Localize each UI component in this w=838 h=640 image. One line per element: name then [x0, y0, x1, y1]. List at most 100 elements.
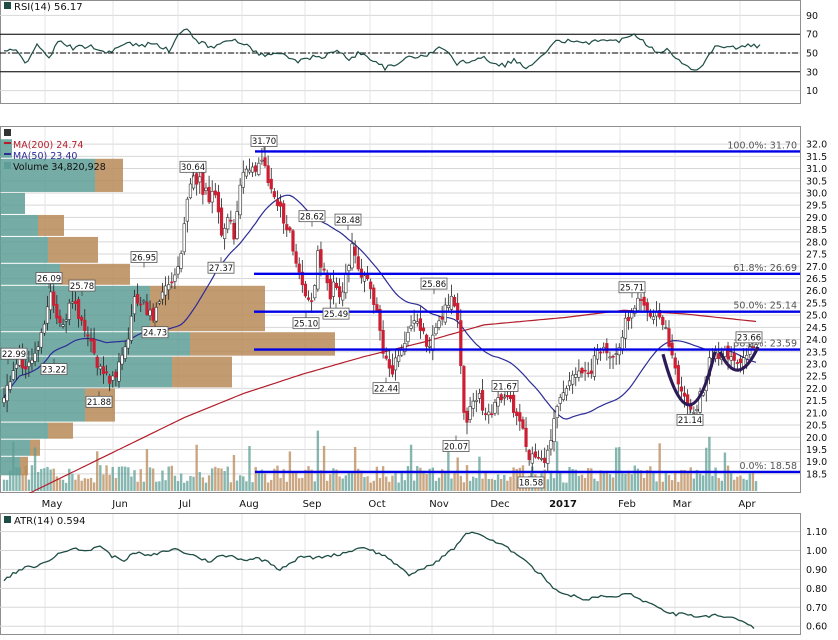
volume-bar	[136, 481, 139, 491]
volume-bar	[307, 466, 310, 491]
price-callouts: 31.70 30.64 28.62 28.48 27.37 26.95 26.09 25.78…	[0, 135, 763, 489]
volume-bar	[683, 469, 686, 491]
volume-bar	[388, 481, 391, 491]
volume-bar	[266, 482, 270, 491]
atr-axis: 1.10 1.00 0.90 0.80 0.70 0.60	[806, 527, 827, 633]
candle-body	[658, 310, 662, 318]
price-callout-text: 22.44	[374, 384, 398, 394]
candle-body	[154, 307, 158, 322]
rsi-line	[3, 28, 761, 72]
candle-body	[664, 327, 668, 329]
candle-body	[449, 295, 454, 310]
volume-bar	[325, 480, 329, 491]
rsi-axis: 90 70 50 30 10	[806, 11, 818, 97]
volume-bar	[422, 470, 425, 491]
volume-bar	[397, 482, 400, 491]
price-callout-box	[322, 307, 350, 320]
x-axis-label: Jul	[178, 499, 191, 510]
candle-body	[390, 365, 395, 375]
volume-bar	[416, 466, 419, 491]
atr-panel: 1.10 1.00 0.90 0.80 0.70 0.60 ATR(14) 0.594	[0, 513, 827, 635]
volume-bar	[360, 470, 363, 491]
volume-bar	[55, 476, 59, 491]
x-axis-label: Jun	[111, 499, 128, 510]
volume-profile-down-bar	[48, 236, 98, 263]
candle-body	[120, 354, 124, 365]
volume-bar	[751, 472, 755, 491]
price-legend: MA(200) 24.74 MA(50) 23.40 Volume 34,820…	[4, 129, 106, 173]
price-tick-label: 21.0	[806, 408, 827, 419]
candle-body	[132, 296, 137, 315]
price-callout-text: 23.22	[42, 365, 66, 375]
candle-body	[487, 411, 491, 416]
candle-body	[254, 165, 258, 172]
volume-bar	[363, 477, 366, 491]
volume-bar	[301, 477, 304, 491]
price-callout-box	[517, 476, 545, 489]
fib-level-label: 61.8%: 26.69	[733, 263, 797, 274]
candle-body	[291, 230, 295, 252]
volume-profile-up-bar	[0, 192, 25, 214]
candle-body	[512, 394, 516, 413]
price-callout-box	[85, 395, 113, 408]
fibonacci-levels: 100.0%: 31.70 61.8%: 26.69 50.0%: 25.14 38.…	[254, 140, 800, 474]
candle-body	[33, 352, 37, 362]
price-callout-text: 30.64	[181, 163, 205, 173]
volume-bar	[431, 467, 435, 491]
candle-body	[167, 284, 171, 291]
candle-body	[260, 159, 264, 162]
candle-body	[661, 317, 665, 326]
candle-body	[83, 319, 87, 332]
candle-body	[620, 336, 624, 350]
candle-body	[95, 356, 99, 368]
candle-body	[403, 343, 407, 352]
volume-bar	[232, 455, 236, 491]
volume-bar	[210, 468, 214, 491]
volume-bar	[605, 471, 609, 491]
candle-body	[182, 223, 186, 253]
volume-bar	[621, 473, 624, 491]
rsi-tick-label: 90	[806, 11, 818, 22]
candle-body	[42, 323, 46, 334]
volume-bar	[282, 469, 285, 491]
price-callout-text: 25.49	[324, 310, 348, 320]
candle-body	[266, 165, 270, 183]
atr-tick-label: 0.90	[806, 565, 827, 576]
candle-body	[61, 324, 65, 327]
price-tick-label: 23.5	[806, 347, 827, 358]
volume-bar	[739, 475, 742, 491]
price-tick-label: 24.5	[806, 323, 827, 334]
candle-body	[129, 315, 134, 341]
volume-bar	[490, 478, 494, 491]
volume-bar	[99, 465, 102, 491]
candle-body	[52, 291, 56, 306]
candle-body	[462, 366, 466, 413]
volume-bar	[198, 472, 201, 491]
volume-bar	[565, 482, 568, 491]
volume-bar	[736, 476, 739, 491]
price-tick-label: 19.5	[806, 445, 827, 456]
candle-body	[645, 302, 649, 311]
ma200-label: MA(200) 24.74	[13, 140, 83, 151]
candle-body	[353, 246, 357, 256]
volume-bar	[298, 478, 301, 491]
volume-bar	[447, 444, 450, 491]
candle-body	[64, 319, 68, 322]
candle-body	[499, 394, 503, 401]
candle-body	[530, 453, 534, 464]
rsi-tick-label: 10	[806, 86, 818, 97]
price-callout-text: 23.66	[737, 334, 761, 344]
volume-bar	[475, 478, 478, 491]
volume-bar	[720, 480, 724, 491]
candle-body	[45, 306, 50, 324]
volume-profile-down-bar	[60, 263, 130, 285]
volume-profile-down-bar	[190, 332, 335, 356]
volume-bar	[450, 478, 453, 491]
candle-body	[300, 271, 304, 286]
candle-body	[263, 157, 267, 166]
volume-bar	[705, 447, 708, 491]
volume-bar	[335, 469, 338, 491]
volume-bar	[680, 469, 683, 491]
candle-body	[341, 291, 345, 301]
candle-body	[338, 286, 342, 298]
